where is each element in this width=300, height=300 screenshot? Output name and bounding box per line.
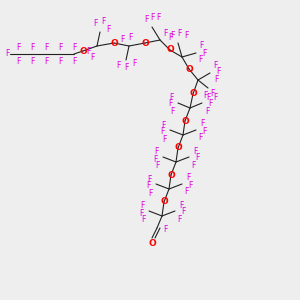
Text: F: F <box>144 16 148 25</box>
Text: F: F <box>177 214 181 224</box>
Text: F: F <box>128 32 132 41</box>
Text: F: F <box>213 61 217 70</box>
Text: F: F <box>168 34 172 43</box>
Text: F: F <box>181 208 185 217</box>
Text: F: F <box>148 188 152 197</box>
Text: O: O <box>174 143 182 152</box>
Text: O: O <box>185 64 193 74</box>
Text: F: F <box>216 68 220 76</box>
Text: F: F <box>5 50 9 58</box>
Text: F: F <box>177 29 181 38</box>
Text: F: F <box>155 161 159 170</box>
Text: F: F <box>169 94 173 103</box>
Text: F: F <box>202 49 206 58</box>
Text: F: F <box>44 56 48 65</box>
Text: F: F <box>208 100 212 109</box>
Text: O: O <box>166 46 174 55</box>
Text: F: F <box>101 17 105 26</box>
Text: F: F <box>184 32 188 40</box>
Text: O: O <box>148 239 156 248</box>
Text: F: F <box>195 154 199 163</box>
Text: F: F <box>203 91 207 100</box>
Text: F: F <box>153 154 157 164</box>
Text: F: F <box>188 181 192 190</box>
Text: F: F <box>156 13 160 22</box>
Text: F: F <box>146 182 150 190</box>
Text: F: F <box>213 94 217 103</box>
Text: F: F <box>184 188 188 196</box>
Text: F: F <box>210 88 214 98</box>
Text: F: F <box>141 215 145 224</box>
Text: F: F <box>72 43 76 52</box>
Text: F: F <box>170 106 174 116</box>
Text: F: F <box>72 56 76 65</box>
Text: O: O <box>110 38 118 47</box>
Text: F: F <box>154 148 158 157</box>
Text: F: F <box>162 134 166 143</box>
Text: F: F <box>150 14 154 22</box>
Text: F: F <box>200 119 204 128</box>
Text: O: O <box>79 46 87 56</box>
Text: F: F <box>16 56 20 65</box>
Text: F: F <box>140 202 144 211</box>
Text: F: F <box>206 92 210 101</box>
Text: F: F <box>168 100 172 109</box>
Text: F: F <box>58 43 62 52</box>
Text: F: F <box>16 43 20 52</box>
Text: F: F <box>205 106 209 116</box>
Text: F: F <box>139 208 143 217</box>
Text: F: F <box>163 28 167 38</box>
Text: F: F <box>198 56 202 64</box>
Text: F: F <box>199 41 203 50</box>
Text: F: F <box>147 175 151 184</box>
Text: F: F <box>58 56 62 65</box>
Text: F: F <box>124 64 128 73</box>
Text: O: O <box>167 170 175 179</box>
Text: F: F <box>160 128 164 136</box>
Text: F: F <box>30 56 34 65</box>
Text: F: F <box>193 146 197 155</box>
Text: F: F <box>106 25 110 34</box>
Text: F: F <box>86 47 90 56</box>
Text: F: F <box>198 134 202 142</box>
Text: F: F <box>30 43 34 52</box>
Text: F: F <box>202 127 206 136</box>
Text: O: O <box>160 197 168 206</box>
Text: F: F <box>44 43 48 52</box>
Text: F: F <box>179 200 183 209</box>
Text: F: F <box>93 19 97 28</box>
Text: F: F <box>214 74 218 83</box>
Text: F: F <box>161 121 165 130</box>
Text: F: F <box>186 173 190 182</box>
Text: F: F <box>116 61 120 70</box>
Text: F: F <box>90 53 94 62</box>
Text: F: F <box>170 32 174 40</box>
Text: F: F <box>132 59 136 68</box>
Text: O: O <box>181 116 189 125</box>
Text: F: F <box>163 226 167 235</box>
Text: O: O <box>141 38 149 47</box>
Text: F: F <box>191 160 195 169</box>
Text: F: F <box>120 34 124 43</box>
Text: O: O <box>189 89 197 98</box>
